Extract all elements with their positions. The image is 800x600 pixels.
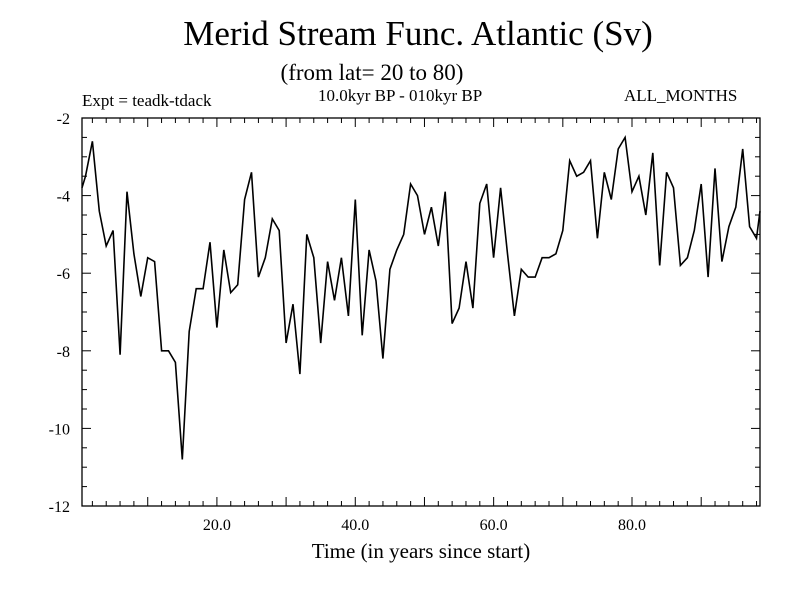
x-tick-label: 80.0 <box>618 517 646 534</box>
x-axis-label: Time (in years since start) <box>312 539 531 563</box>
months-label: ALL_MONTHS <box>624 86 738 105</box>
x-tick-label: 60.0 <box>480 517 508 534</box>
x-tick-label: 20.0 <box>203 517 231 534</box>
axis-ticks <box>82 117 760 507</box>
plot-frame <box>81 117 761 507</box>
data-series <box>81 134 761 460</box>
y-tick-label: -2 <box>57 111 70 128</box>
y-tick-label: -12 <box>49 499 70 516</box>
chart-title: Merid Stream Func. Atlantic (Sv) <box>183 14 653 53</box>
x-tick-label: 40.0 <box>341 517 369 534</box>
period-label: 10.0kyr BP - 010kyr BP <box>318 86 483 105</box>
y-tick-label: -10 <box>49 421 70 438</box>
y-tick-label: -6 <box>57 266 70 283</box>
y-tick-label: -4 <box>57 189 70 206</box>
axis-tick-labels: 20.0 40.0 60.0 80.0 -12 -10 -8 -6 -4 -2 <box>49 111 646 534</box>
chart-subtitle: (from lat= 20 to 80) <box>280 60 464 85</box>
series-line <box>81 134 761 460</box>
y-tick-label: -8 <box>57 344 70 361</box>
experiment-label: Expt = teadk-tdack <box>82 91 212 110</box>
